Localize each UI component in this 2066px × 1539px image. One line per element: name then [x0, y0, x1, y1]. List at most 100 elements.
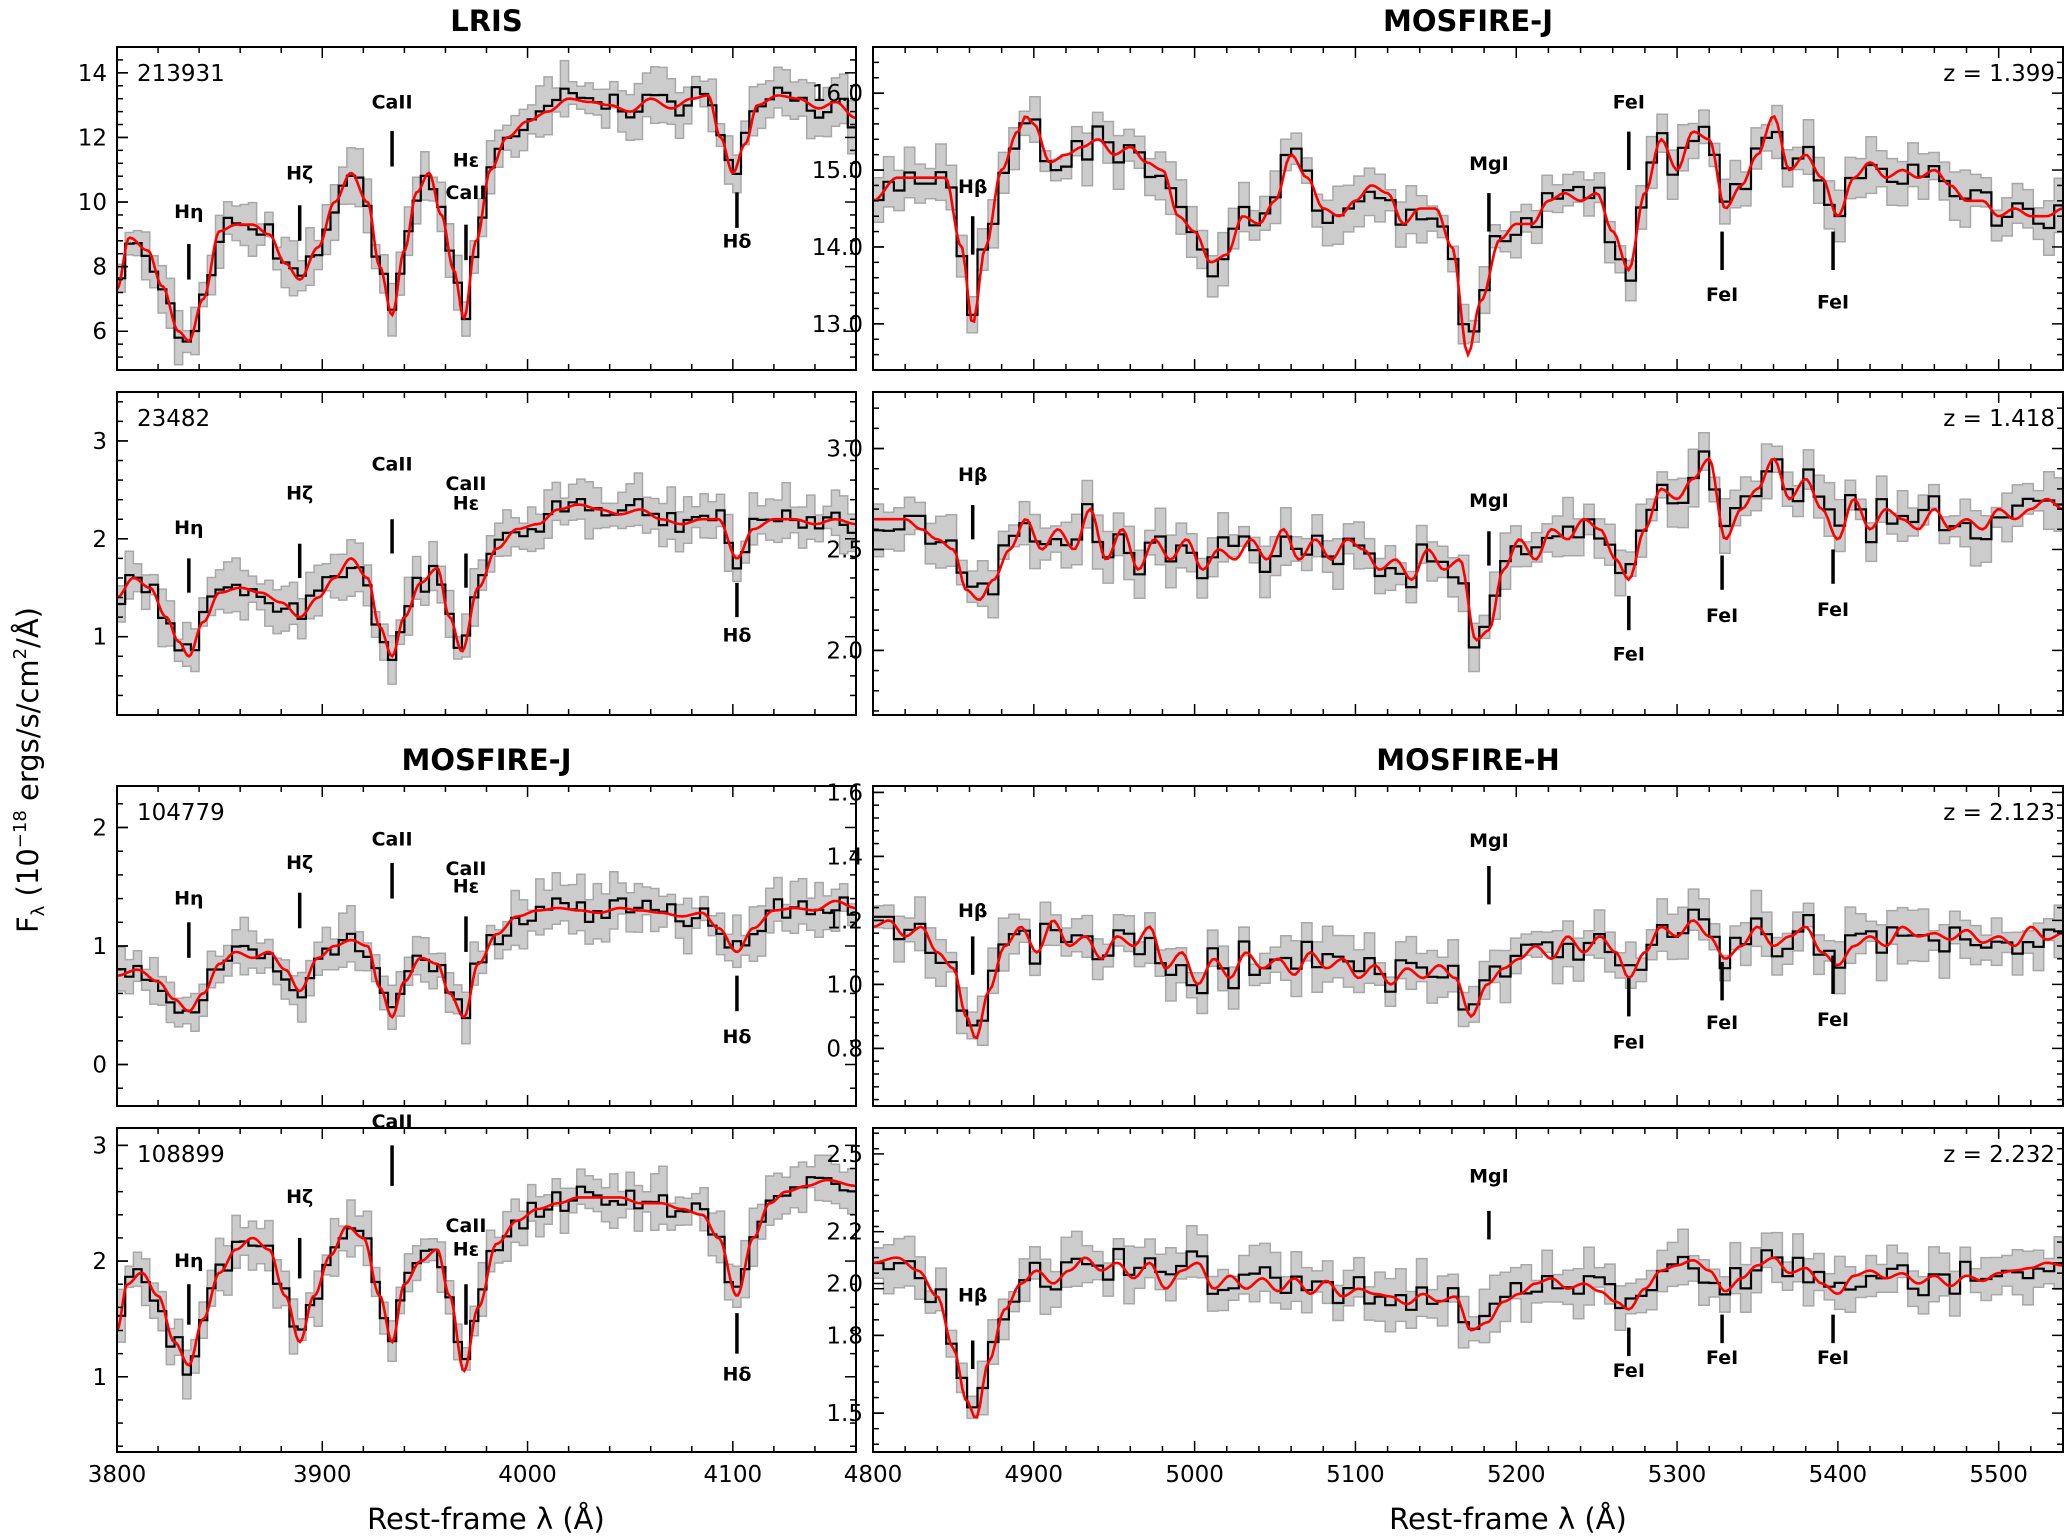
y-tick-label: 1.5: [826, 1401, 863, 1427]
error-band: [873, 95, 2063, 345]
y-tick-label: 16.0: [812, 81, 863, 107]
galaxy-id: 108899: [137, 1142, 225, 1168]
line-label: Hζ: [286, 162, 313, 184]
y-tick-label: 14.0: [812, 235, 863, 261]
line-label: Hζ: [286, 1186, 313, 1208]
line-label: CaII: [372, 453, 413, 475]
line-label: FeI: [1817, 1347, 1849, 1369]
x-axis-label-right: Rest-frame λ (Å): [1389, 1502, 1627, 1536]
plot-area: [873, 1225, 2063, 1420]
plot-area: [117, 1154, 856, 1400]
panel-right-104779: Hβ MgI FeI FeI FeI 0.8 1.0 1.2 1.4 1.6 MOSFIRE-H z …: [826, 743, 2064, 1107]
y-tick-label: 2.0: [826, 1272, 863, 1298]
model-spectrum: [117, 94, 856, 343]
y-tick-label: 2.2: [826, 1220, 863, 1246]
y-tick-label: 1: [92, 625, 107, 651]
redshift-label: z = 2.123: [1943, 800, 2055, 826]
line-label: FeI: [1706, 605, 1738, 627]
galaxy-id: 23482: [137, 406, 210, 432]
panel-title: MOSFIRE-H: [1376, 743, 1559, 777]
redshift-label: z = 1.418: [1943, 406, 2055, 432]
y-tick-label: 1: [92, 1365, 107, 1391]
model-spectrum: [873, 1256, 2063, 1419]
line-label: Hζ: [286, 483, 313, 505]
y-tick-label: 14: [78, 61, 107, 87]
line-label: Hη: [174, 201, 203, 223]
error-band: [873, 888, 2063, 1046]
panel-right-108899: Hβ MgI FeI FeI FeI 4800 4900 5000 5100 5200 5300 54…: [826, 1127, 2064, 1488]
y-tick-label: 1.8: [826, 1323, 863, 1349]
line-label: CaII: [446, 858, 487, 880]
x-tick-label: 5100: [1326, 1462, 1385, 1488]
panel-frame: [872, 46, 2064, 371]
y-tick-label: 2: [92, 1249, 107, 1275]
panel-frame: [116, 785, 857, 1107]
panel-frame: [872, 391, 2064, 716]
panel-title: MOSFIRE-J: [402, 743, 572, 777]
x-axis-label-left: Rest-frame λ (Å): [367, 1502, 605, 1536]
line-label: Hβ: [958, 176, 988, 198]
line-label: FeI: [1817, 599, 1849, 621]
line-label: Hη: [174, 1250, 203, 1272]
galaxy-id: 213931: [137, 61, 225, 87]
line-label: Hδ: [722, 1026, 751, 1048]
x-tick-label: 3800: [88, 1462, 147, 1488]
line-label: Hε: [453, 150, 479, 172]
line-label: CaII: [372, 828, 413, 850]
y-tick-label: 1.0: [826, 972, 863, 998]
model-spectrum: [873, 919, 2063, 1040]
panel-frame: [116, 391, 857, 716]
x-tick-label: 5000: [1165, 1462, 1224, 1488]
x-tick-label: 5300: [1648, 1462, 1707, 1488]
model-spectrum: [117, 899, 856, 1019]
model-spectrum: [873, 456, 2063, 642]
x-tick-label: 4900: [1005, 1462, 1064, 1488]
y-tick-label: 6: [92, 319, 107, 345]
redshift-label: z = 2.232: [1943, 1142, 2055, 1168]
y-tick-label: 2.0: [826, 638, 863, 664]
y-tick-label: 1: [92, 934, 107, 960]
y-tick-label: 3.0: [826, 437, 863, 463]
line-label: FeI: [1613, 643, 1645, 665]
y-tick-label: 15.0: [812, 158, 863, 184]
line-label: Hε: [453, 876, 479, 898]
y-tick-label: 3: [92, 429, 107, 455]
y-tick-label: 10: [78, 190, 107, 216]
observed-spectrum: [873, 908, 2063, 1027]
line-label: Hη: [174, 517, 203, 539]
line-label: FeI: [1613, 1031, 1645, 1053]
error-band: [117, 472, 856, 685]
x-tick-label: 5200: [1487, 1462, 1546, 1488]
plot-area: [117, 59, 856, 366]
observed-spectrum: [117, 498, 856, 661]
line-label: FeI: [1613, 92, 1645, 114]
line-label: Hη: [174, 888, 203, 910]
x-tick-label: 5500: [1969, 1462, 2028, 1488]
line-label: Hδ: [722, 1363, 751, 1385]
y-tick-label: 2: [92, 815, 107, 841]
y-tick-label: 1.6: [826, 780, 863, 806]
panel-right-213931: Hβ MgI FeI FeI FeI 13.0 14.0 15.0 16.0 MOSFIRE-J z…: [812, 4, 2064, 371]
redshift-label: z = 1.399: [1943, 61, 2055, 87]
panel-title: LRIS: [450, 4, 523, 38]
error-band: [873, 432, 2063, 673]
line-label: CaII: [446, 473, 487, 495]
plot-area: [117, 472, 856, 685]
line-label: CaII: [446, 1215, 487, 1237]
line-label: MgI: [1469, 153, 1509, 175]
y-tick-label: 2.5: [826, 537, 863, 563]
x-tick-label: 4800: [844, 1462, 903, 1488]
y-tick-label: 13.0: [812, 312, 863, 338]
plot-area: [873, 95, 2063, 359]
x-tick-label: 5400: [1809, 1462, 1868, 1488]
panel-frame: [872, 785, 2064, 1107]
line-label: Hδ: [722, 230, 751, 252]
panel-frame: [116, 1127, 857, 1453]
plot-area: [873, 432, 2063, 673]
panel-title: MOSFIRE-J: [1383, 4, 1553, 38]
line-label: Hε: [453, 1238, 479, 1260]
line-label: FeI: [1613, 1360, 1645, 1382]
line-label: Hζ: [286, 852, 313, 874]
line-label: Hβ: [958, 464, 988, 486]
